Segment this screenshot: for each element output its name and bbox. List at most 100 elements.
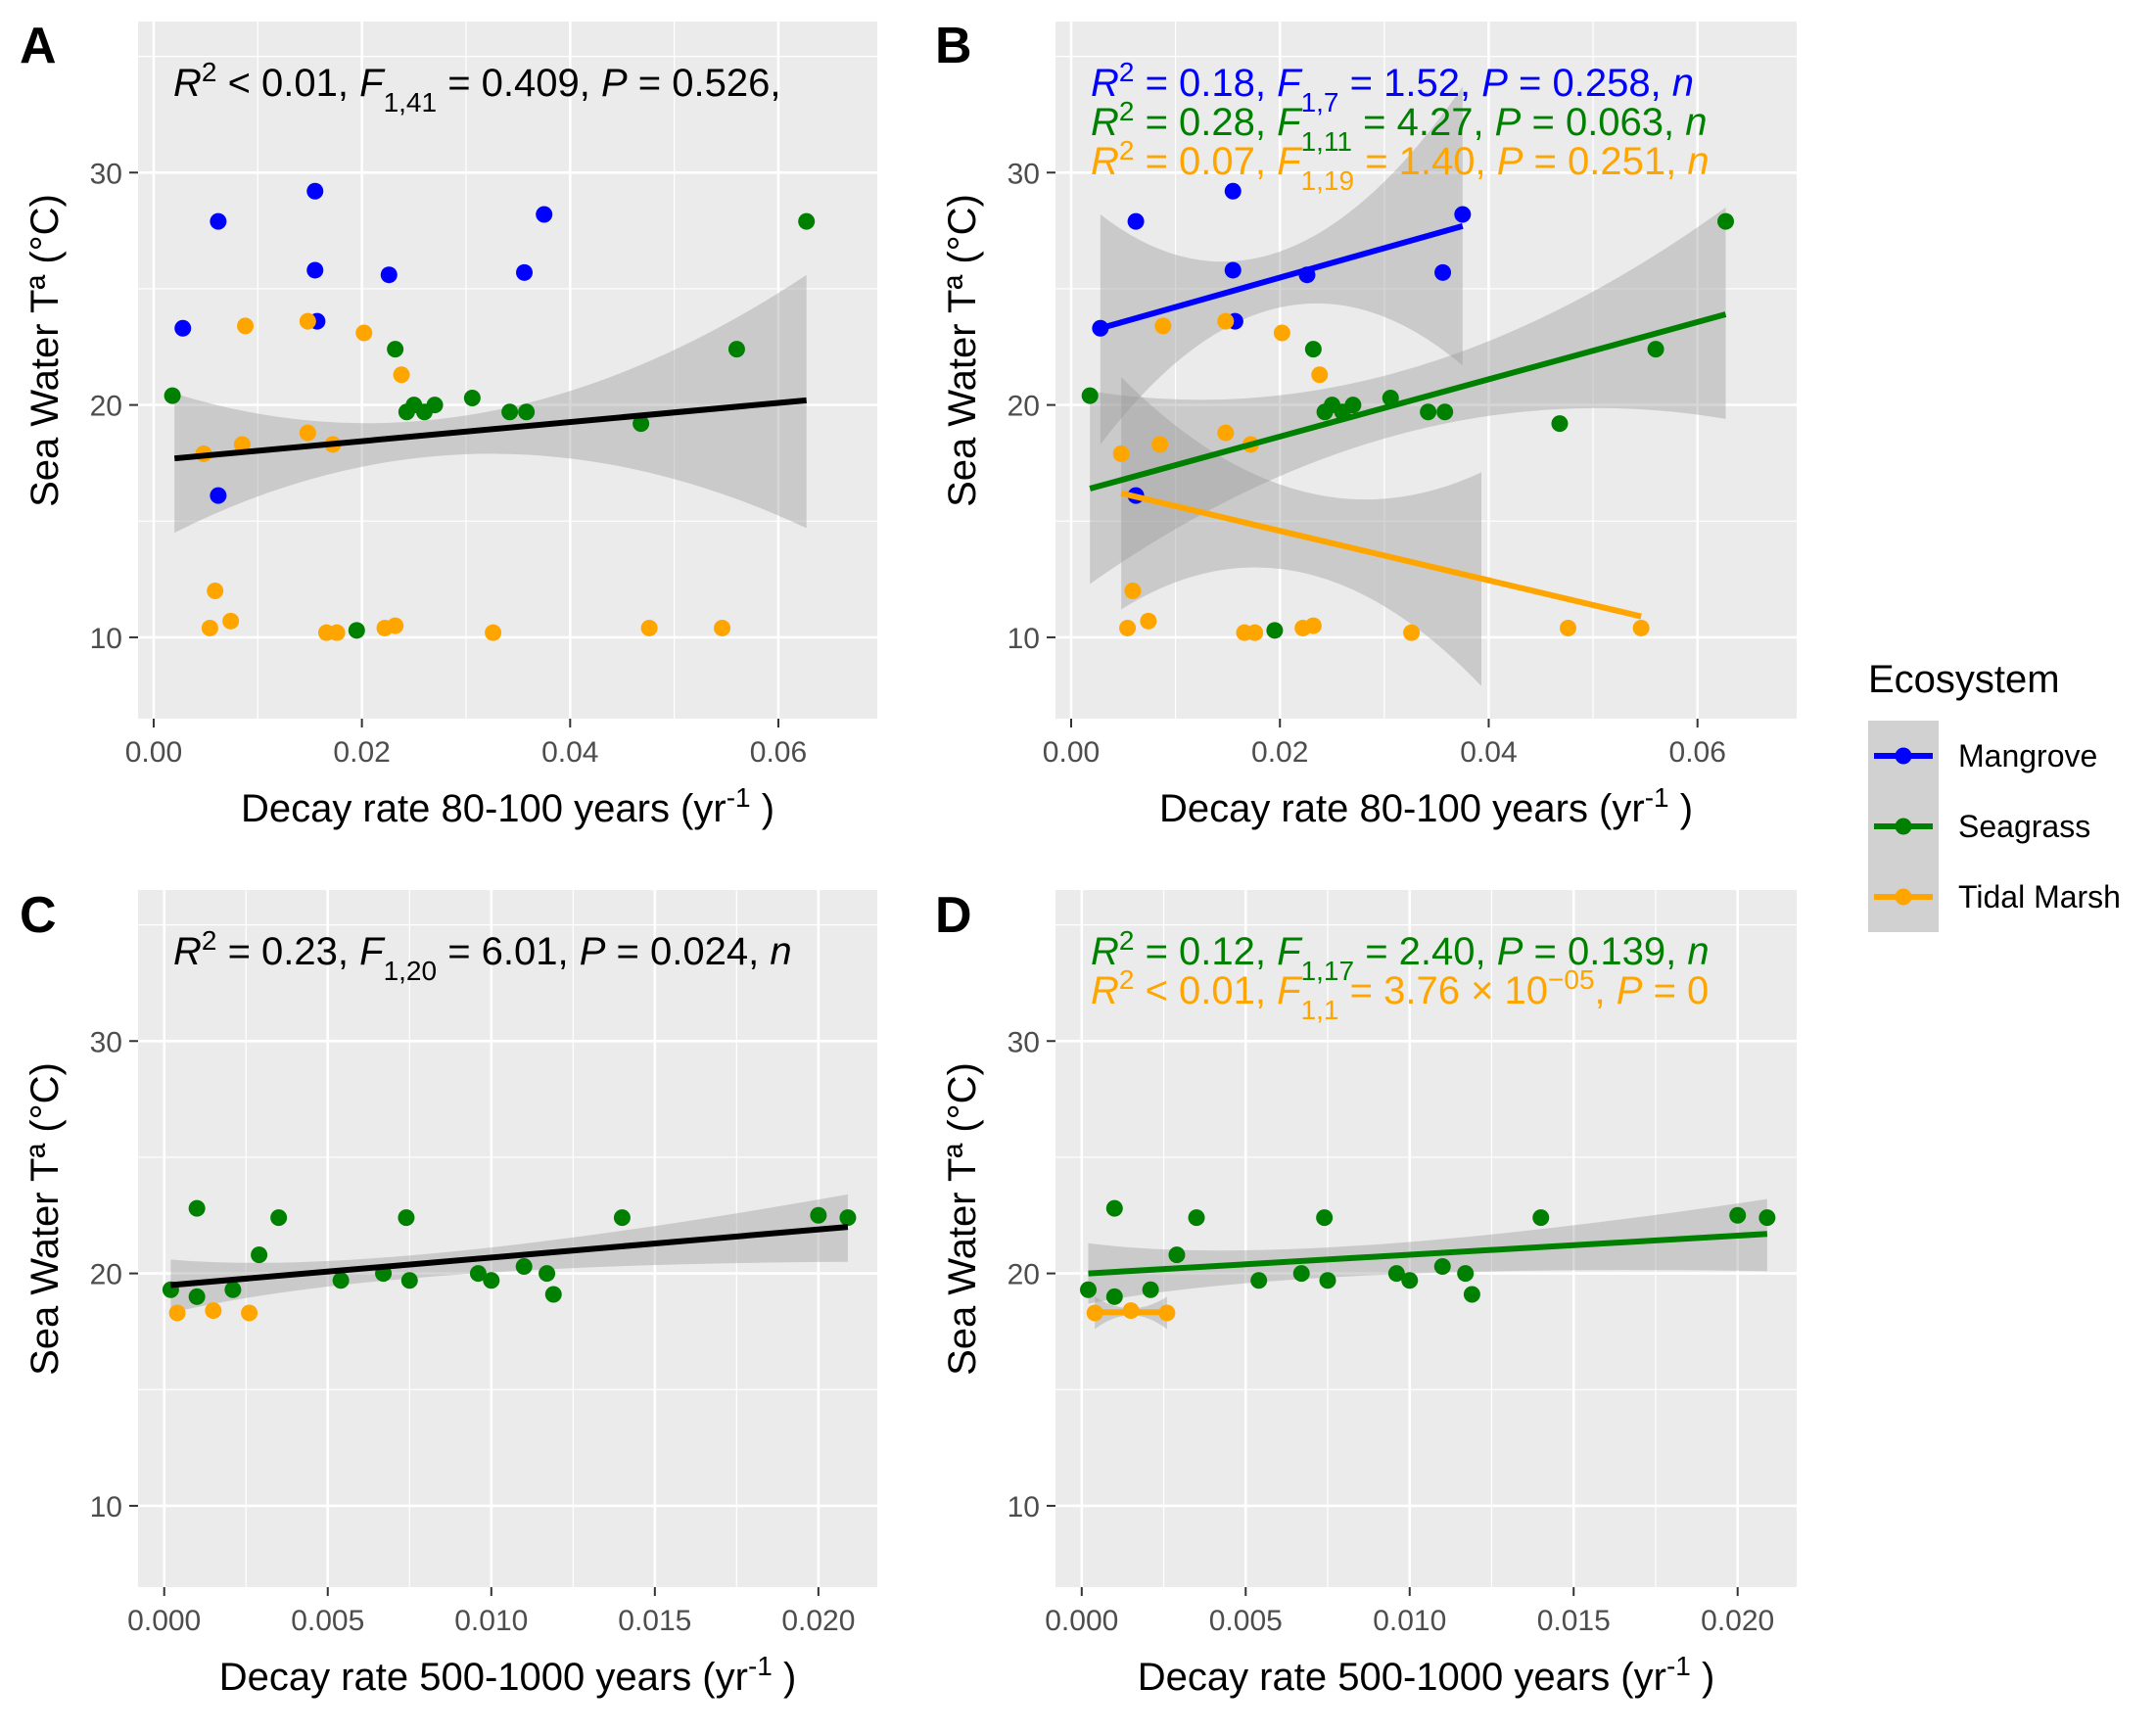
point-mangrove [1224, 261, 1242, 279]
point-seagrass [398, 1209, 415, 1227]
fit-line-overall [170, 1224, 849, 1289]
point-seagrass [1463, 1286, 1480, 1303]
stat-annotation: R2 = 0.12, F1,17 = 2.40, P = 0.139, n [1091, 925, 1710, 986]
point-seagrass [1344, 397, 1362, 414]
point-seagrass [727, 341, 745, 358]
x-tick-label: 0.010 [454, 1605, 528, 1637]
point-mangrove [210, 212, 227, 230]
point-tidal-marsh [299, 312, 316, 330]
x-axis-title: Decay rate 500-1000 years (yr-1 ) [219, 1651, 797, 1700]
point-seagrass [1250, 1272, 1268, 1289]
point-tidal-marsh [1246, 624, 1264, 641]
legend-item-mangrove: Mangrove [1868, 721, 2097, 791]
point-seagrass [1551, 415, 1569, 433]
panel-c: 0.000 0.005 0.010 0.015 0.020 10 20 30 R2 = 0.23… [20, 887, 877, 1699]
x-tick-label: 0.02 [333, 736, 390, 769]
point-seagrass [1433, 1257, 1451, 1275]
y-tick-label: 20 [90, 391, 122, 423]
confidence-band-seagrass [1090, 207, 1726, 585]
plot-background [138, 22, 877, 719]
x-tick-label: 0.06 [750, 736, 807, 769]
point-mangrove [516, 263, 534, 281]
point-seagrass [1420, 403, 1437, 421]
point-tidal-marsh [640, 619, 658, 636]
y-tick-label: 20 [90, 1259, 122, 1291]
point-tidal-marsh [1403, 624, 1421, 641]
legend-item-seagrass: Seagrass [1868, 791, 2090, 862]
stat-annotation: R2 < 0.01, F1,1 = 3.76 × 10−05, P = 0 [1091, 964, 1709, 1025]
x-tick-label: 0.00 [125, 736, 182, 769]
point-tidal-marsh [1273, 324, 1290, 342]
point-seagrass [1758, 1209, 1776, 1227]
point-tidal-marsh [1217, 424, 1235, 442]
legend-label: Mangrove [1958, 738, 2097, 773]
point-seagrass [188, 1288, 206, 1305]
point-mangrove [536, 206, 553, 223]
x-tick-label: 0.04 [541, 736, 598, 769]
point-tidal-marsh [237, 317, 255, 335]
point-seagrass [1436, 403, 1454, 421]
panel-letter: B [935, 18, 972, 74]
point-seagrass [839, 1209, 857, 1227]
x-tick-label: 0.000 [1045, 1605, 1118, 1637]
panel-letter: A [20, 18, 57, 74]
point-seagrass [1401, 1272, 1419, 1289]
point-tidal-marsh [207, 582, 224, 599]
point-tidal-marsh [1560, 619, 1577, 636]
point-seagrass [469, 1265, 487, 1283]
point-seagrass [270, 1209, 288, 1227]
y-axis-title: Sea Water Tª (°C) [23, 1062, 67, 1376]
y-tick-label: 10 [90, 1491, 122, 1523]
y-tick-label: 20 [1008, 1259, 1040, 1291]
panel-letter: D [935, 887, 972, 944]
confidence-band-overall [174, 274, 807, 534]
point-seagrass [1316, 1209, 1334, 1227]
fit-line-mangrove [1100, 222, 1464, 332]
point-seagrass [1647, 341, 1664, 358]
point-tidal-marsh [355, 324, 373, 342]
point-seagrass [224, 1281, 242, 1298]
point-seagrass [1266, 622, 1284, 639]
x-tick-label: 0.02 [1251, 736, 1308, 769]
point-seagrass [501, 403, 519, 421]
point-seagrass [544, 1286, 562, 1303]
y-tick-label: 10 [1008, 623, 1040, 655]
point-tidal-marsh [299, 424, 316, 442]
point-tidal-marsh [1632, 619, 1650, 636]
x-tick-label: 0.015 [1537, 1605, 1611, 1637]
legend-key-point [1895, 818, 1912, 835]
point-seagrass [1729, 1206, 1747, 1224]
point-tidal-marsh [1217, 312, 1235, 330]
y-tick-label: 10 [90, 623, 122, 655]
y-tick-label: 20 [1008, 391, 1040, 423]
point-tidal-marsh [393, 366, 410, 384]
point-seagrass [1319, 1272, 1336, 1289]
point-seagrass [633, 415, 650, 433]
point-seagrass [188, 1199, 206, 1217]
point-seagrass [387, 341, 404, 358]
point-seagrass [164, 387, 181, 404]
point-tidal-marsh [168, 1304, 186, 1322]
point-seagrass [1081, 387, 1099, 404]
point-tidal-marsh [1304, 617, 1322, 634]
point-seagrass [1532, 1209, 1550, 1227]
point-tidal-marsh [1151, 436, 1169, 453]
point-seagrass [539, 1265, 556, 1283]
legend-label: Tidal Marsh [1958, 879, 2121, 914]
point-tidal-marsh [222, 612, 240, 630]
x-tick-label: 0.00 [1043, 736, 1100, 769]
x-tick-label: 0.010 [1373, 1605, 1446, 1637]
point-mangrove [306, 182, 324, 200]
point-seagrass [1457, 1265, 1475, 1283]
x-axis-title: Decay rate 500-1000 years (yr-1 ) [1138, 1651, 1715, 1700]
y-axis-title: Sea Water Tª (°C) [941, 1062, 984, 1376]
point-tidal-marsh [328, 624, 346, 641]
y-axis-title: Sea Water Tª (°C) [941, 194, 984, 507]
point-seagrass [1168, 1246, 1186, 1264]
confidence-band-mangrove [1100, 86, 1463, 445]
point-mangrove [174, 319, 192, 337]
y-tick-label: 30 [90, 158, 122, 190]
point-tidal-marsh [1112, 445, 1130, 462]
point-tidal-marsh [485, 624, 502, 641]
